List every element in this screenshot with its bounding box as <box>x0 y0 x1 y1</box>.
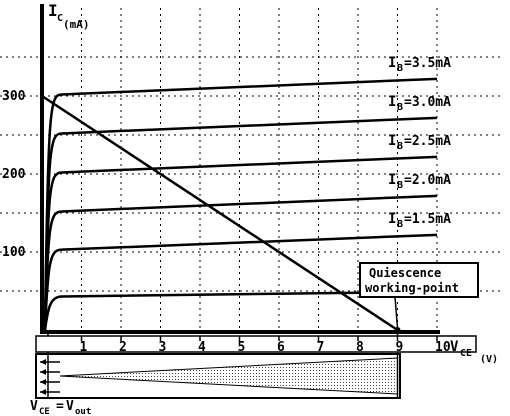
curve-label-sub: B <box>397 219 403 230</box>
curve-label-sub: B <box>397 63 403 74</box>
x-tick-label: 1 <box>80 340 88 355</box>
x-tick-label: 4 <box>198 340 206 355</box>
curve-label-value: =3.0mA <box>404 95 451 110</box>
y-axis-title-unit: (mA) <box>63 18 90 31</box>
output-band-arrow-head <box>40 389 46 395</box>
x-axis-title-main: V <box>450 339 459 355</box>
output-label-s1: CE <box>39 407 50 416</box>
labels: 10020030012345678910IB=1.0mAIB=1.5mAIB=2… <box>2 55 451 355</box>
curve-label-sub: B <box>397 141 403 152</box>
quiescence-label-box <box>359 262 479 298</box>
curve-label-sub: B <box>397 180 403 191</box>
quiescence-label-line2: working-point <box>365 281 459 295</box>
x-tick-label: 6 <box>277 340 285 355</box>
x-tick-label: 5 <box>238 340 246 355</box>
quiescence-point <box>394 327 401 333</box>
load-line <box>41 94 399 332</box>
axes <box>35 4 477 353</box>
output-label-s2: out <box>75 407 91 416</box>
y-tick-label: 200 <box>2 167 26 182</box>
curve-label-main: I <box>388 94 396 110</box>
output-band-arrow-head <box>40 359 46 365</box>
curve-label-main: I <box>388 172 396 188</box>
output-band-arrow-head <box>40 379 46 385</box>
characteristic-curve <box>43 116 438 331</box>
output-label-v1: V <box>30 399 38 414</box>
curve-label-sub: B <box>397 102 403 113</box>
characteristic-curve <box>43 77 438 331</box>
x-tick-label: 3 <box>159 340 167 355</box>
x-axis-title-sub: CE <box>460 348 472 359</box>
curve-label-value: =3.5mA <box>404 56 451 71</box>
output-label-eq: = <box>56 399 64 414</box>
output-voltage-band <box>35 328 401 399</box>
curve-label-main: I <box>388 211 396 227</box>
y-tick-label: 100 <box>2 245 26 260</box>
x-scale-strip <box>35 335 477 353</box>
x-tick-label: 8 <box>356 340 364 355</box>
y-axis-title-sub: C <box>57 13 63 24</box>
curve-label-value: =2.5mA <box>404 134 451 149</box>
x-tick-label: 2 <box>119 340 127 355</box>
x-tick-label: 10 <box>435 340 451 355</box>
curve-label-main: I <box>388 133 396 149</box>
output-band-arrow-head <box>40 369 46 375</box>
curve-label-value: =1.5mA <box>404 212 451 227</box>
curve-label-main: I <box>388 55 396 71</box>
output-label-v2: V <box>66 399 74 414</box>
curve-label-value: =2.0mA <box>404 173 451 188</box>
y-tick-label: 300 <box>2 89 26 104</box>
quiescence-label-line1: Quiescence <box>369 266 441 280</box>
curves <box>41 77 438 333</box>
quiescence-pointer <box>394 296 399 329</box>
x-tick-label: 9 <box>396 340 404 355</box>
y-axis-title-main: I <box>48 1 58 20</box>
x-axis-title-unit: (V) <box>480 354 498 365</box>
x-tick-label: 7 <box>317 340 325 355</box>
